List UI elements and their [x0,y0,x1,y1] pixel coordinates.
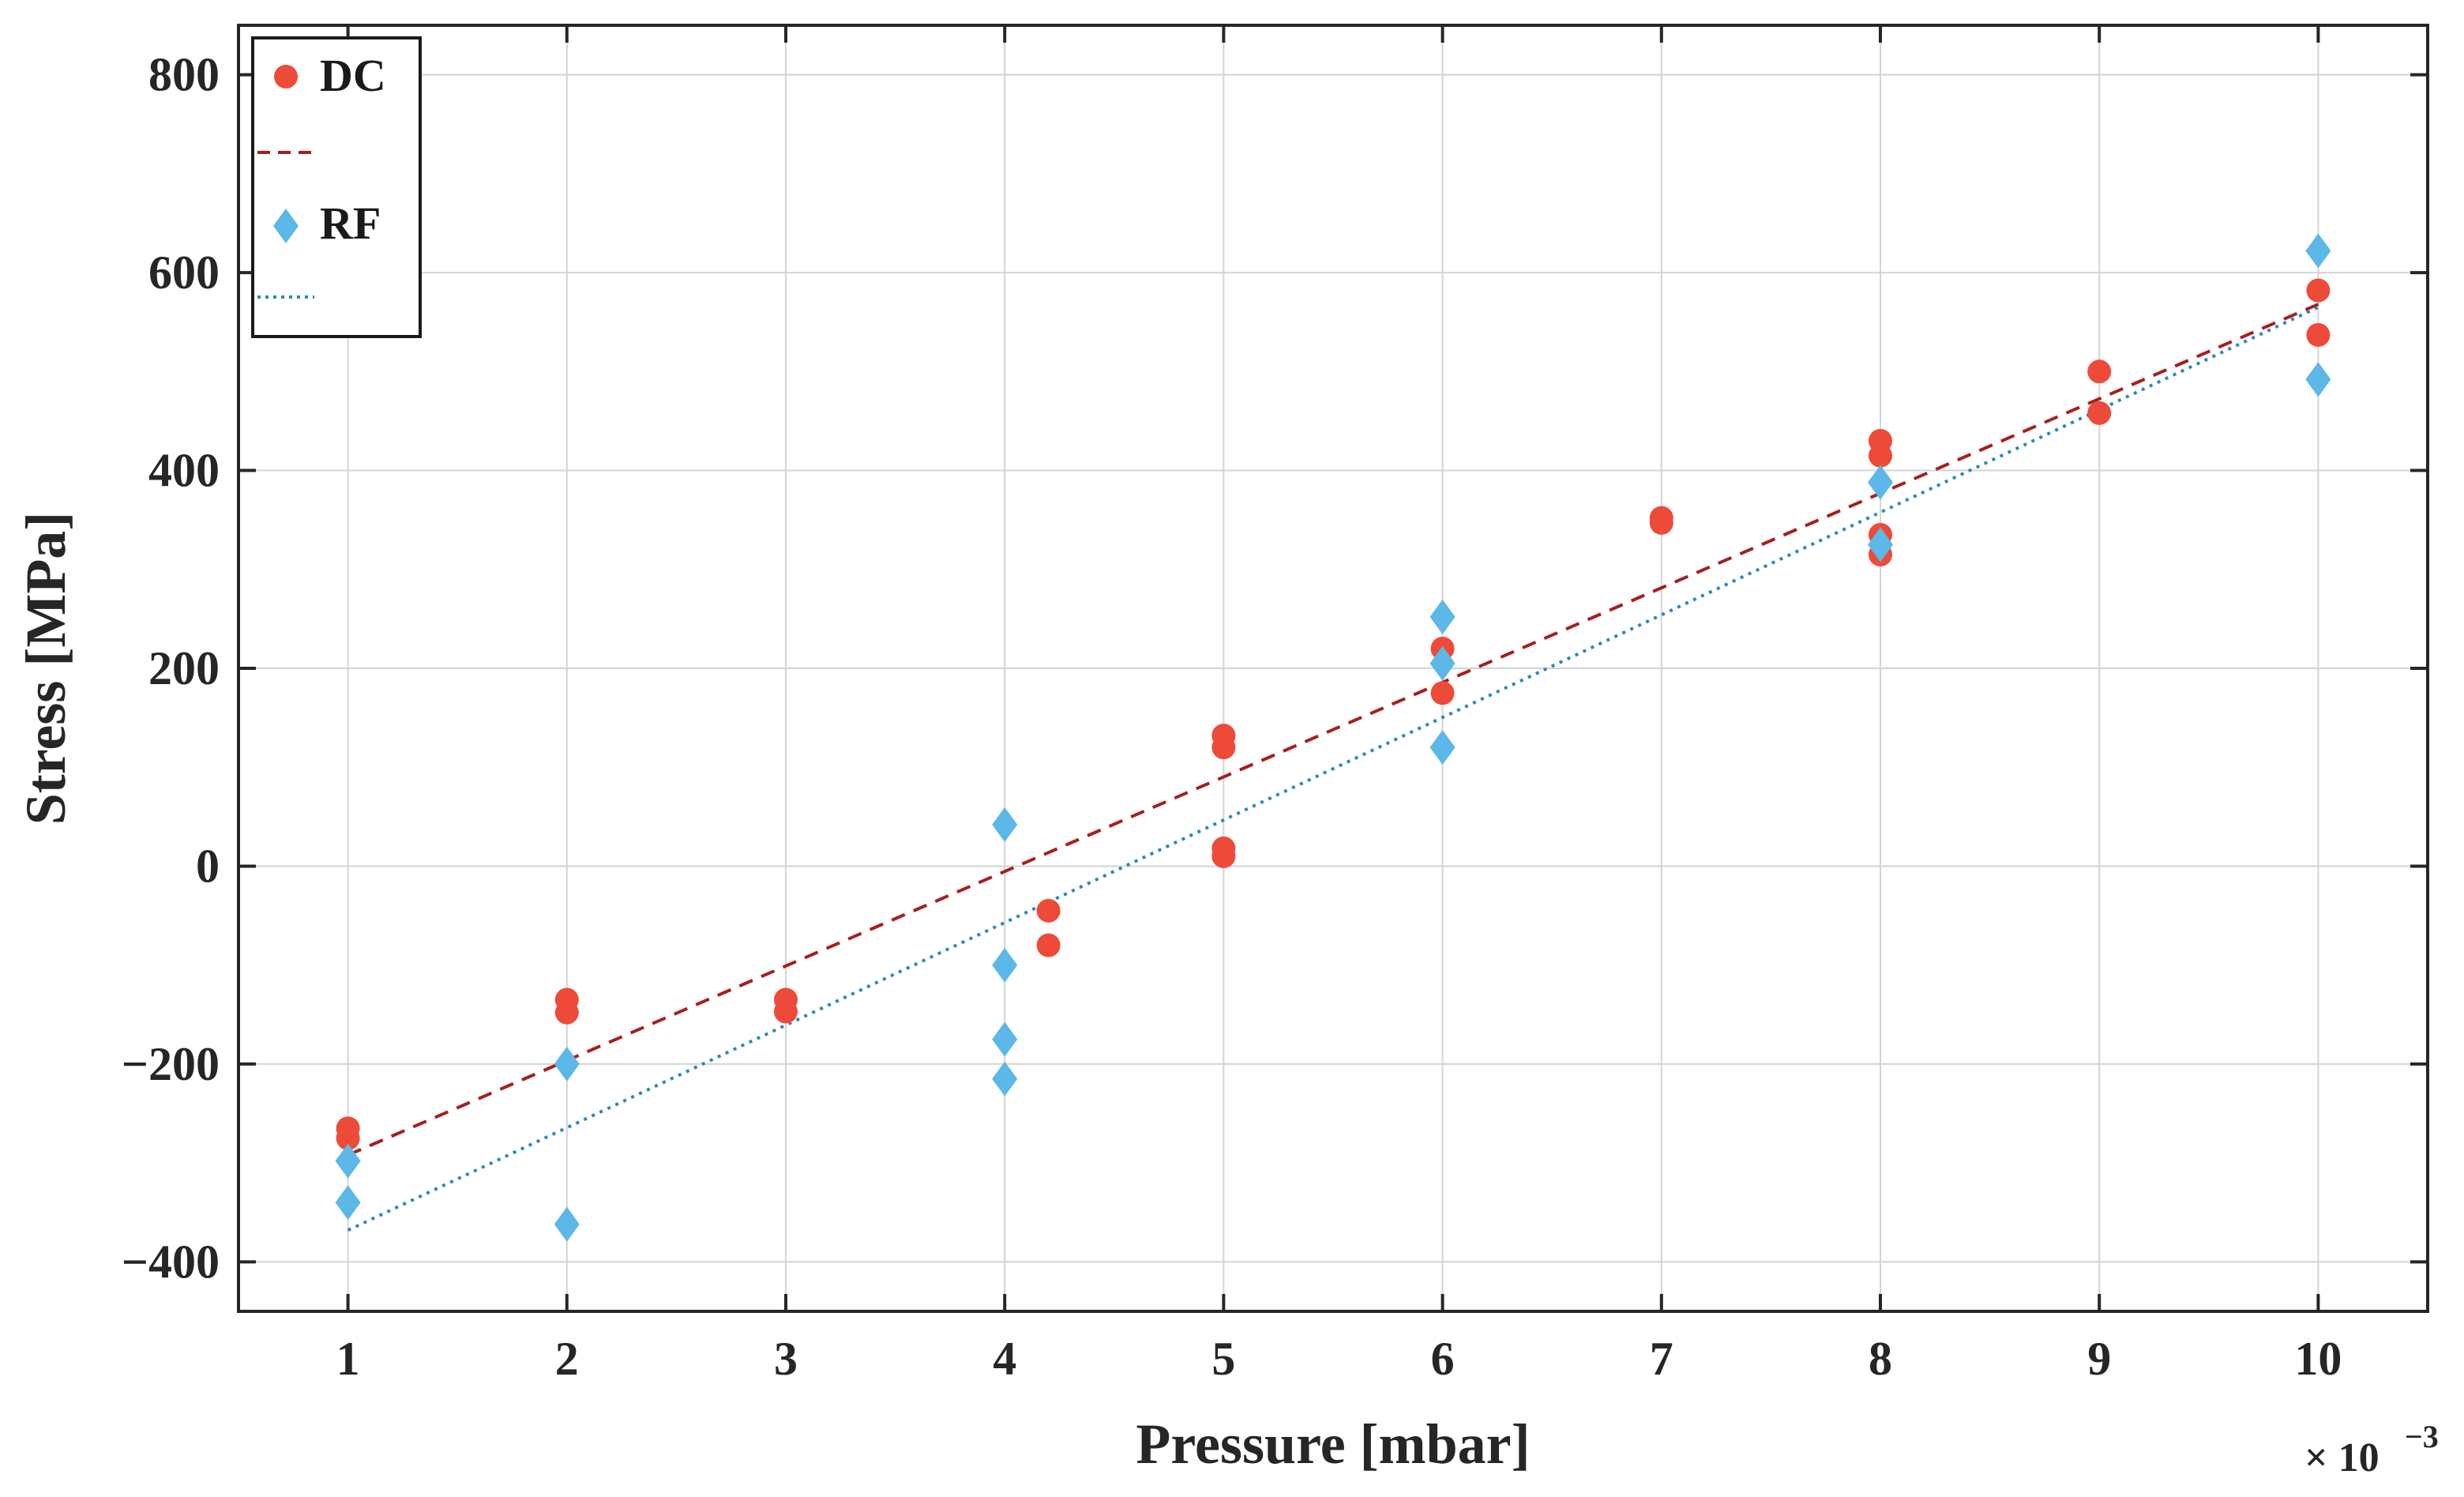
x-axis-multiplier: × 10 −3 [2304,1419,2439,1480]
tick-labels: 1 2 3 4 5 6 7 8 9 10 −400 −200 0 200 400 600 800 [122,49,2342,1385]
y-tick-label: 200 [148,642,220,694]
dc-point [1649,510,1673,535]
rf-point [1868,527,1893,562]
rf-point [992,807,1018,842]
legend-dc-marker [274,65,298,88]
rf-point [554,1046,580,1081]
dc-point [1036,898,1061,923]
rf-point [1429,730,1455,765]
fit-lines [347,303,2319,1232]
x-tick-label: 6 [1431,1333,1455,1385]
dc-point [1430,681,1455,705]
rf-point [335,1185,361,1221]
y-tick-label: 400 [148,445,220,497]
rf-point [992,947,1018,983]
rf-point [992,1061,1018,1096]
x-tick-label: 10 [2294,1333,2342,1385]
rf-fit-line [347,306,2319,1232]
rf-point [335,1143,361,1179]
rf-point [554,1206,580,1242]
rf-point [1429,645,1455,681]
x-tick-label: 2 [555,1333,579,1385]
data-points [335,233,2331,1242]
dc-point [1211,735,1236,760]
x-multiplier-base: × 10 [2304,1435,2379,1480]
axis-ticks [239,25,2428,1311]
rf-point [1868,465,1893,500]
dc-point [2306,322,2331,347]
legend-rf-label: RF [320,197,381,249]
x-tick-label: 7 [1650,1333,1673,1385]
grid [239,25,2428,1311]
x-tick-label: 3 [774,1333,798,1385]
dc-point [1211,844,1236,868]
dc-point [2087,401,2112,425]
rf-point [2305,362,2331,397]
x-tick-label: 8 [1869,1333,1892,1385]
y-tick-label: 600 [148,246,220,299]
legend-rf-marker [273,209,299,243]
x-multiplier-exponent: −3 [2405,1419,2439,1454]
y-tick-label: 800 [148,49,220,101]
dc-point [2087,359,2112,384]
dc-point [336,1126,360,1150]
y-axis-title: Stress [MPa] [14,512,77,826]
x-tick-label: 9 [2087,1333,2111,1385]
y-tick-label: 0 [196,840,220,892]
dc-point [1869,443,1892,468]
rf-point [1429,599,1455,634]
x-tick-label: 4 [993,1333,1016,1385]
rf-point [2305,233,2331,269]
x-tick-label: 1 [336,1333,360,1385]
dc-point [1036,933,1061,957]
legend: DC RF [251,36,422,338]
rf-point [992,1021,1018,1057]
dc-point [2306,278,2331,303]
x-tick-label: 5 [1211,1333,1235,1385]
y-tick-label: −200 [122,1038,220,1090]
dc-fit-line [347,303,2319,1157]
x-axis-title: Pressure [mbar] [1136,1412,1530,1476]
y-tick-label: −400 [122,1236,220,1288]
dc-point [554,1000,579,1025]
legend-dc-label: DC [320,50,386,101]
legend-box [251,36,422,338]
dc-point [774,999,798,1024]
